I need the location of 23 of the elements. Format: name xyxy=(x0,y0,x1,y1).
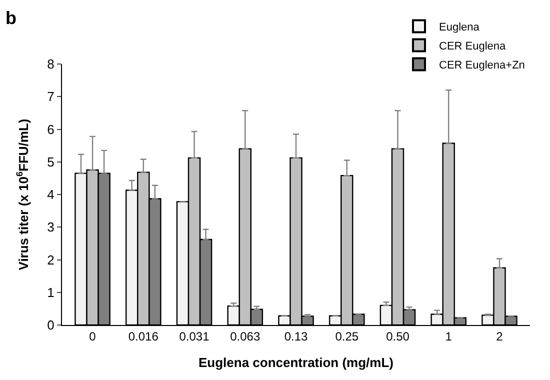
x-tick-label: 2 xyxy=(496,329,504,344)
y-tick-label: 8 xyxy=(47,56,54,72)
legend-label: CER Euglena xyxy=(439,40,507,53)
x-tick-label: 0 xyxy=(89,329,96,344)
x-tick-label: 0.25 xyxy=(335,329,359,344)
x-tick-label: 0.031 xyxy=(179,329,210,344)
x-tick-label: 0.063 xyxy=(230,329,260,344)
x-tick-label: 0.13 xyxy=(284,329,308,344)
chart-title: b xyxy=(6,8,16,28)
y-tick-label: 7 xyxy=(47,89,54,104)
y-tick-label: 6 xyxy=(47,122,54,137)
x-tick-label: 0.50 xyxy=(386,329,410,344)
y-tick-label: 4 xyxy=(47,187,54,202)
y-tick-label: 3 xyxy=(47,220,54,235)
y-tick-label: 2 xyxy=(47,252,54,268)
x-tick-label: 1 xyxy=(445,329,452,344)
y-tick-label: 5 xyxy=(47,154,54,170)
y-tick-label: 1 xyxy=(47,284,54,300)
x-axis-title: Euglena concentration (mg/mL) xyxy=(198,355,394,370)
y-tick-label: 0 xyxy=(47,318,54,333)
legend-label: Euglena xyxy=(439,22,480,34)
x-tick-label: 0.016 xyxy=(128,329,159,344)
legend-label: CER Euglena+Zn xyxy=(439,60,525,72)
